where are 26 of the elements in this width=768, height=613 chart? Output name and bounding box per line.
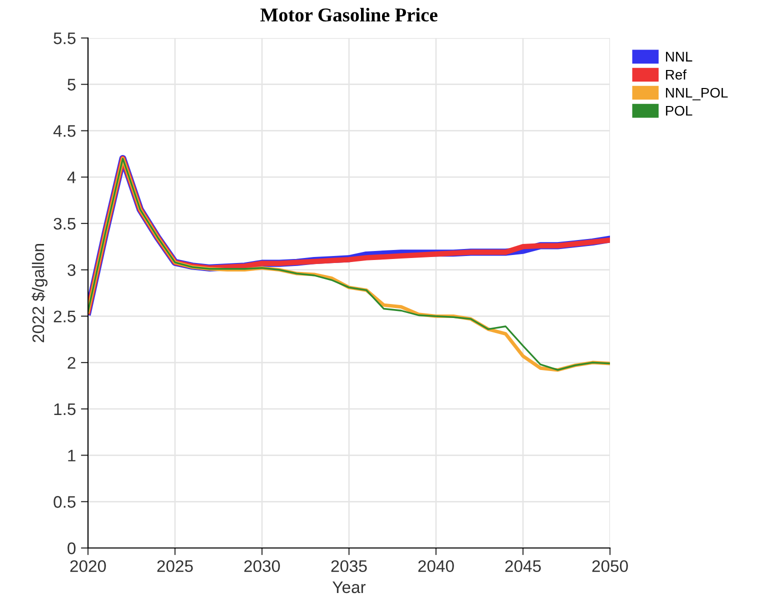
y-tick-label: 0 <box>68 542 76 554</box>
x-tick-label: 2025 <box>157 560 193 572</box>
legend-label: NNL_POL <box>666 88 728 100</box>
x-tick-label: 2020 <box>70 560 106 572</box>
legend-label: POL <box>666 106 692 116</box>
y-tick-label: 4.5 <box>53 125 76 137</box>
x-tick-label: 2050 <box>592 560 628 572</box>
y-tick-label: 1 <box>68 450 76 462</box>
x-tick-label: 2040 <box>418 560 454 572</box>
y-tick-label: 1.5 <box>54 403 76 416</box>
y-tick-label: 5 <box>68 78 76 91</box>
y-tick-label: 2 <box>68 356 76 369</box>
x-tick-label: 2045 <box>505 560 541 572</box>
y-tick-label: 0.5 <box>54 496 76 508</box>
y-tick-label: 3.5 <box>54 218 76 230</box>
y-tick-label: 3 <box>68 264 76 276</box>
x-tick-label: 2035 <box>331 560 367 572</box>
legend-label: NNL <box>666 52 692 62</box>
y-axis-title: 2022 $/gallon <box>32 244 48 342</box>
x-tick-label: 2030 <box>244 560 280 572</box>
x-axis-title: Year <box>332 582 366 594</box>
chart-title: Motor Gasoline Price <box>260 8 438 22</box>
y-tick-label: 4 <box>67 172 76 184</box>
legend-label: Ref <box>666 69 687 80</box>
y-tick-label: 2.5 <box>54 310 76 322</box>
y-tick-label: 5.5 <box>54 32 76 44</box>
